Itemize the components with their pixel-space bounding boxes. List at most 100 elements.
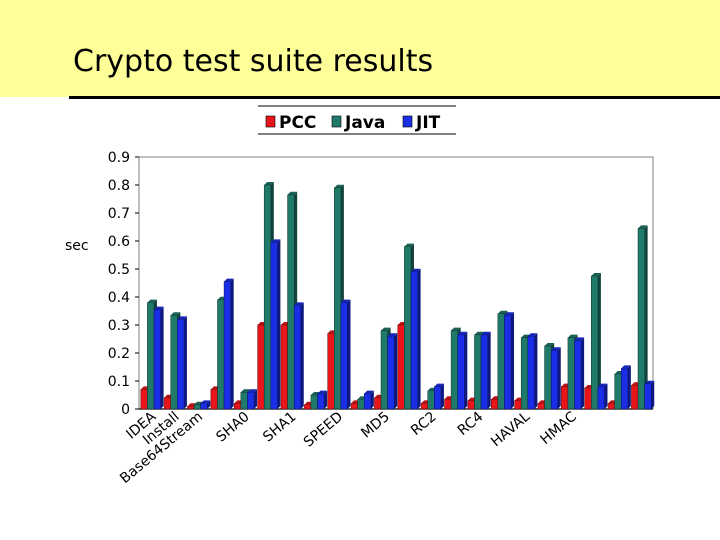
bar-top — [177, 316, 187, 320]
bar-top — [404, 243, 414, 247]
bar-top — [451, 327, 461, 331]
legend-swatch-jit — [402, 115, 413, 128]
bar-pcc — [233, 403, 242, 410]
bar-jit — [434, 386, 442, 410]
x-tick-label: RC4 — [455, 409, 487, 439]
bar-java — [544, 345, 552, 410]
bar-side — [534, 333, 538, 409]
bar-top — [621, 365, 631, 369]
y-tick-label: 0.5 — [108, 262, 130, 278]
legend-label-pcc: PCC — [279, 113, 316, 133]
y-tick-label: 0.7 — [108, 206, 130, 222]
bar-top — [364, 390, 374, 394]
bar-top — [644, 380, 655, 384]
bar-jit — [153, 309, 161, 410]
bar-side — [581, 337, 585, 409]
bar-side — [440, 383, 444, 409]
bar-jit — [527, 335, 535, 410]
bar-pcc — [163, 397, 171, 410]
bar-side — [464, 331, 468, 409]
bar-java — [380, 330, 388, 410]
bar-top — [170, 312, 181, 316]
bar-side — [300, 302, 304, 409]
bar-pcc — [280, 324, 288, 410]
bar-top — [567, 334, 578, 338]
bar-jit — [480, 334, 488, 410]
bar-side — [207, 400, 211, 409]
bar-side — [417, 268, 421, 409]
bar-side — [324, 390, 328, 409]
bar-pcc — [537, 403, 545, 410]
bar-pcc — [327, 333, 335, 410]
bar-java — [263, 184, 272, 410]
bar-java — [217, 299, 225, 410]
bar-top — [147, 299, 157, 303]
bar-jit — [177, 319, 185, 410]
slide-title: Crypto test suite results — [73, 44, 434, 79]
bar-java — [614, 373, 622, 410]
title-rule — [69, 96, 720, 99]
bar-top — [287, 191, 298, 195]
bar-pcc — [210, 389, 218, 410]
bar-top — [434, 383, 444, 387]
bar-top — [247, 389, 258, 393]
bar-jit — [457, 334, 465, 410]
bar-java — [427, 390, 435, 410]
bar-java — [404, 246, 412, 410]
bar-top — [504, 312, 515, 316]
bar-pcc — [584, 387, 592, 410]
bar-java — [287, 194, 295, 410]
bar-side — [627, 365, 631, 409]
bar-side — [651, 380, 655, 409]
legend: PCC Java JIT — [258, 105, 456, 135]
chart-bars — [140, 182, 655, 410]
bar-side — [604, 383, 608, 409]
bar-pcc — [607, 403, 615, 410]
bar-side — [160, 306, 164, 409]
bar-pcc — [374, 397, 382, 410]
bar-side — [230, 278, 234, 409]
x-tick-label: HMAC — [538, 409, 580, 448]
bar-jit — [270, 242, 278, 410]
x-tick-label: SHA1 — [260, 409, 299, 446]
bar-pcc — [561, 386, 569, 410]
title-band — [0, 0, 720, 97]
bar-top — [457, 331, 468, 335]
bar-jit — [504, 314, 512, 410]
bar-jit — [317, 393, 325, 410]
bar-side — [347, 299, 351, 409]
bar-java — [170, 314, 178, 410]
legend-label-java: Java — [344, 113, 385, 133]
x-tick-label: MD5 — [358, 409, 393, 442]
bar-top — [264, 182, 274, 185]
bar-side — [597, 273, 601, 409]
x-tick-label: RC2 — [408, 409, 440, 439]
bar-side — [557, 347, 561, 409]
bar-top — [638, 225, 648, 229]
bar-side — [394, 333, 398, 409]
x-tick-label: HAVAL — [488, 409, 533, 450]
bar-pcc — [514, 400, 522, 410]
y-tick-label: 0 — [121, 402, 130, 418]
bar-jit — [200, 403, 208, 410]
legend-swatch-java — [331, 115, 342, 128]
bar-jit — [621, 368, 629, 410]
bar-java — [357, 398, 365, 410]
bar-top — [270, 239, 281, 243]
bar-pcc — [467, 400, 475, 410]
bar-top — [387, 333, 398, 337]
bar-side — [487, 331, 491, 409]
y-tick-label: 0.4 — [108, 290, 130, 306]
bar-jit — [247, 391, 255, 410]
legend-label-jit: JIT — [415, 113, 441, 133]
bar-side — [277, 239, 281, 409]
bar-java — [147, 302, 155, 410]
bar-java — [591, 275, 599, 410]
bar-java — [497, 313, 505, 410]
bar-java — [240, 391, 248, 410]
bar-side — [254, 389, 258, 409]
bar-top — [574, 337, 585, 341]
bar-top — [381, 327, 391, 331]
bar-jit — [410, 271, 418, 410]
bar-pcc — [490, 398, 499, 410]
